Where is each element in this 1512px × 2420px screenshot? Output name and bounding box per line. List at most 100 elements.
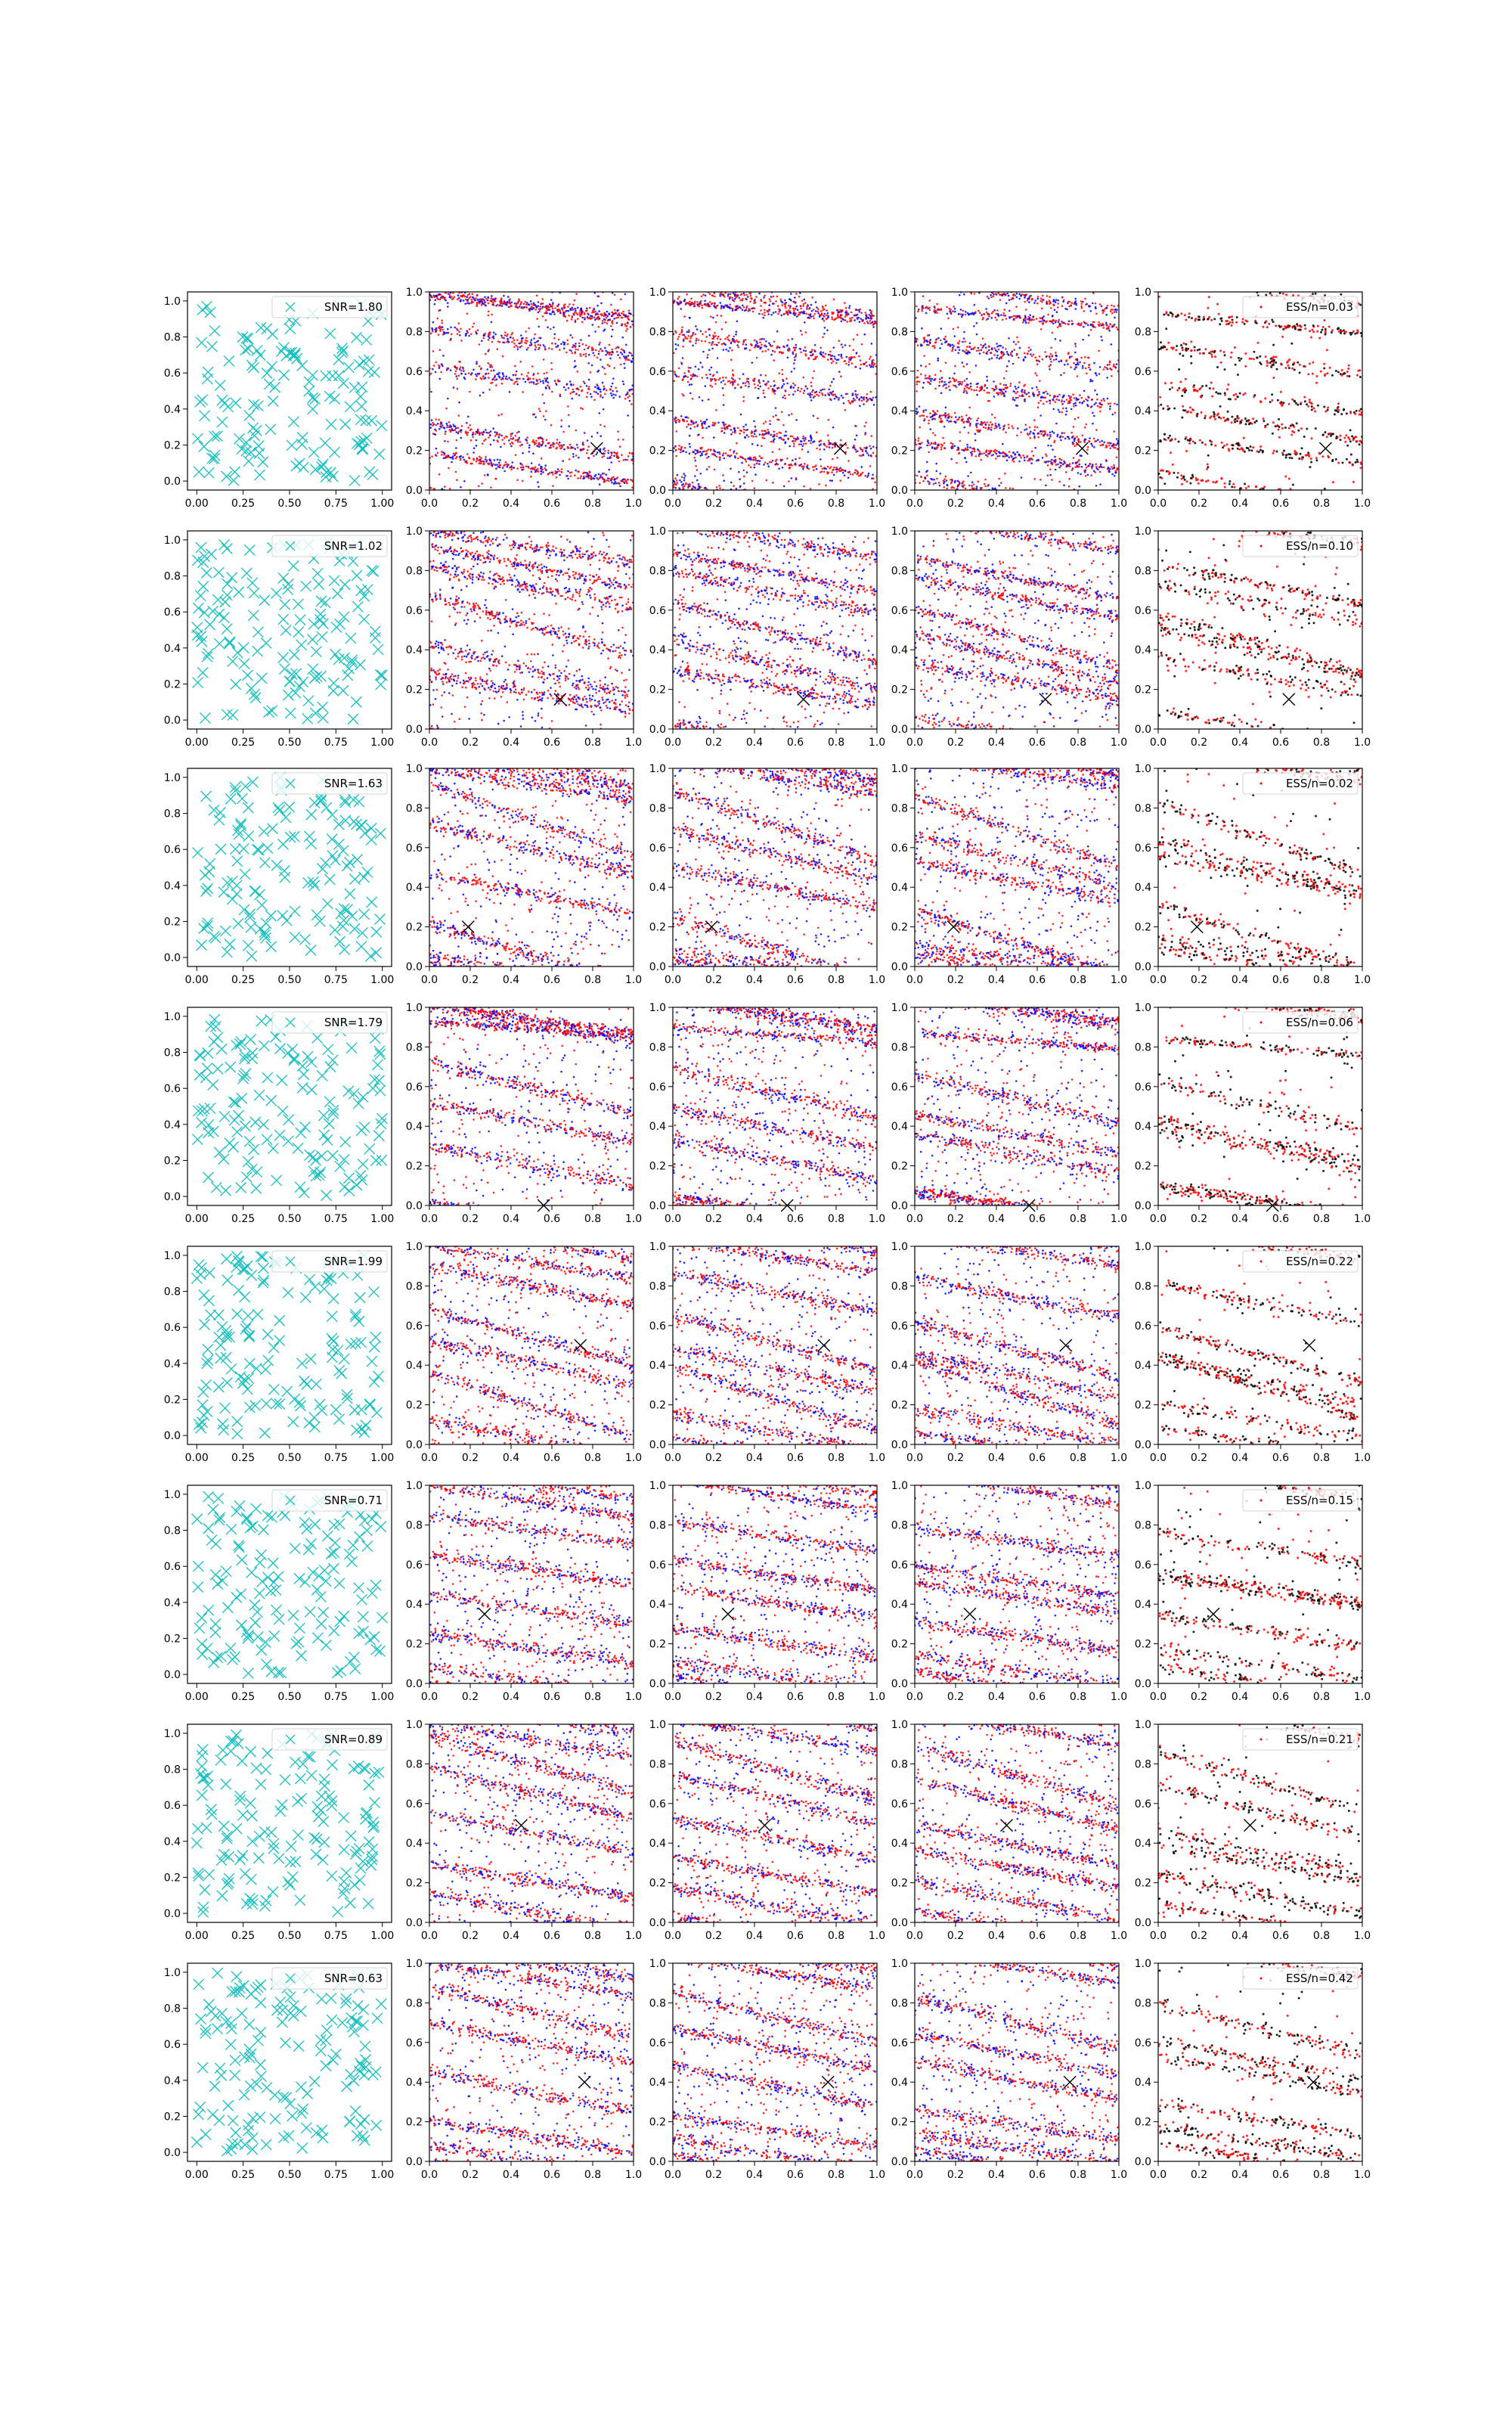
sample-dot [1041,457,1044,459]
sample-dot [918,380,921,383]
sample-dot [854,314,857,316]
sample-dot [677,418,680,421]
sample-dot [516,302,519,305]
sample-dot [506,341,508,343]
sample-dot [569,471,572,474]
sample-dot [769,420,771,422]
sample-dot [1108,330,1111,332]
sample-dot [957,343,960,345]
sample-dot [466,453,469,455]
sample-dot [1014,386,1017,388]
sample-dot [610,454,613,456]
design-point [296,439,308,451]
sample-dot [998,424,1000,427]
sample-dot [802,302,805,306]
sample-dot [509,442,512,445]
sample-dot [429,372,432,375]
sample-dot [615,394,617,396]
sample-dot [566,445,569,448]
sample-dot [835,467,838,469]
sample-dot [525,465,528,467]
sample-dot [466,422,468,424]
sample-dot [544,464,547,467]
sample-dot [620,351,622,354]
sample-dot [601,472,604,475]
sample-dot [682,345,684,348]
sample-dot [813,317,815,320]
sample-dot [842,402,845,405]
sample-dot [915,305,918,308]
sample-dot [865,421,867,424]
sample-dot [454,373,457,375]
sample-dot [593,308,596,311]
sample-dot [556,468,559,470]
sample-dot [600,476,602,479]
sample-dot [961,380,964,383]
sample-dot [609,456,612,459]
sample-dot [806,387,809,390]
sample-dot [836,457,838,459]
sample-dot [836,316,838,319]
sample-dot [678,420,680,424]
sample-dot [869,309,871,312]
sample-dot [551,342,553,345]
sample-dot [689,340,691,343]
sample-dot [597,473,600,476]
sample-dot [1018,293,1021,296]
sample-dot [1107,442,1109,444]
sample-dot [526,302,528,304]
sample-dot [1051,458,1053,461]
sample-dot [1089,437,1091,439]
sample-dot [457,294,460,297]
design-point [309,393,321,405]
sample-dot [962,309,964,312]
sample-dot [967,387,970,389]
sample-dot [552,445,555,448]
sample-dot [994,423,997,425]
sample-dot [858,355,860,358]
sample-dot [826,465,829,468]
sample-dot [695,465,697,467]
sample-dot [1086,404,1089,406]
sample-dot [688,434,691,437]
sample-dot [920,442,923,444]
sample-dot [448,421,451,424]
sample-dot [1102,398,1105,400]
sample-dot [578,345,581,348]
sample-dot [804,436,807,439]
sample-dot [928,299,931,302]
sample-dot [1109,405,1111,408]
sample-dot [934,434,937,436]
design-point [349,475,361,486]
sample-dot [556,439,559,441]
sample-dot [948,420,950,423]
sample-dot [1053,439,1056,442]
sample-dot [544,377,546,380]
sample-dot [770,440,773,443]
sample-dot [928,451,930,454]
sample-dot [722,376,724,379]
sample-dot [696,425,699,427]
sample-dot [1060,374,1062,377]
design-point [319,437,331,449]
sample-dot [827,471,830,474]
sample-dot [767,429,769,431]
sample-dot [1111,375,1113,377]
sample-dot [497,466,500,468]
sample-dot [695,325,697,327]
sample-dot [847,361,850,363]
sample-dot [939,347,941,349]
sample-dot [699,330,702,333]
sample-dot [534,416,537,418]
sample-dot [595,391,597,393]
sample-dot [550,306,553,308]
sample-dot [983,389,986,392]
sample-dot [787,438,789,441]
sample-dot [678,302,681,305]
sample-dot [611,478,613,480]
sample-dot [1101,403,1103,406]
sample-dot [691,488,693,490]
sample-dot [996,350,999,353]
sample-dot [538,378,541,381]
sample-dot [954,349,957,352]
